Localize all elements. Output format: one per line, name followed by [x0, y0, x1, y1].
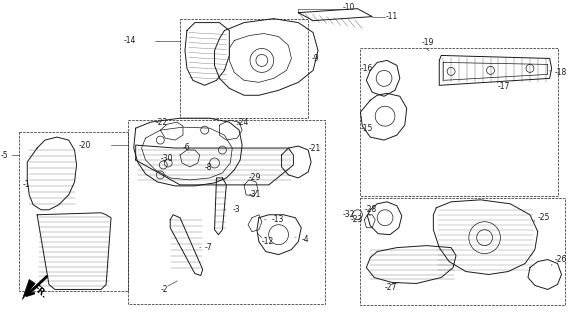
Text: -16: -16 [361, 64, 373, 73]
Text: -9: -9 [311, 54, 319, 63]
Text: -2: -2 [160, 285, 168, 294]
Text: -11: -11 [386, 12, 398, 21]
Text: -17: -17 [497, 82, 510, 91]
Text: -29: -29 [249, 173, 262, 182]
Text: -18: -18 [555, 68, 567, 77]
Text: -19: -19 [421, 38, 434, 47]
Text: -15: -15 [361, 124, 373, 132]
Text: -6: -6 [183, 142, 191, 152]
Bar [20, 132, 128, 292]
Bar [180, 19, 308, 118]
Text: -25: -25 [538, 213, 550, 222]
Text: -32: -32 [343, 210, 355, 219]
Text: -3: -3 [232, 205, 240, 214]
Text: -20: -20 [79, 140, 91, 149]
Text: -27: -27 [385, 283, 397, 292]
Text: -31: -31 [249, 190, 262, 199]
Text: -26: -26 [555, 255, 567, 264]
Text: -23: -23 [351, 215, 363, 224]
Text: -21: -21 [308, 144, 320, 153]
Bar [361, 198, 565, 305]
Bar [361, 49, 558, 196]
Text: -7: -7 [205, 243, 212, 252]
Text: -14: -14 [124, 36, 136, 45]
Text: -22: -22 [155, 118, 168, 127]
Bar [128, 120, 325, 304]
Text: -13: -13 [272, 215, 284, 224]
Text: -28: -28 [365, 205, 377, 214]
Text: -30: -30 [160, 154, 173, 163]
Text: -4: -4 [301, 235, 309, 244]
Text: -8: -8 [205, 164, 212, 172]
Text: -1: -1 [22, 180, 30, 189]
Text: -5: -5 [1, 150, 9, 160]
Text: -24: -24 [236, 118, 248, 127]
Polygon shape [22, 279, 35, 300]
Text: FR.: FR. [30, 283, 48, 300]
Text: -10: -10 [343, 3, 355, 12]
Text: -12: -12 [262, 237, 274, 246]
